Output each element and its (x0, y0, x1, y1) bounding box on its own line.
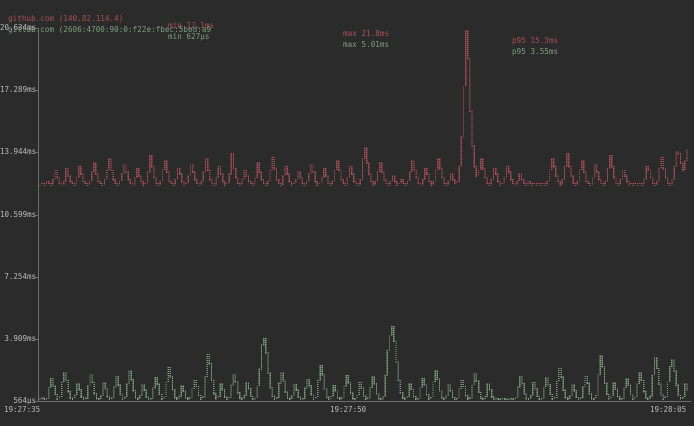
y-axis-tick-mark (35, 401, 39, 402)
host-summary-row: gitlab.com (2606:4700:90:0:f22e:fbec:5be… (0, 18, 694, 55)
y-axis-tick-mark (35, 338, 39, 340)
host-p95-github: p95 15.3ms (512, 36, 559, 45)
host-max-gitlab: max 5.01ms (343, 39, 390, 49)
host-label-github: github.com (140.82.114.4) (8, 13, 124, 23)
latency-plot-area (38, 30, 691, 400)
x-axis-tick-label: 19:28:05 (650, 405, 687, 414)
y-axis-tick-label: 7.254ms (4, 271, 36, 281)
y-axis-tick-mark (35, 90, 39, 92)
y-axis-tick-mark (35, 152, 39, 154)
host-max-github: max 21.8ms (343, 28, 390, 38)
y-axis-tick-mark (35, 214, 39, 216)
y-axis-tick-label: 564µs (13, 396, 36, 405)
y-axis-tick-label: 3.909ms (4, 333, 36, 343)
y-axis-tick-label: 17.289ms (0, 85, 37, 95)
series-github (39, 30, 688, 187)
host-label-gitlab: gitlab.com (2606:4700:90:0:f22e:fbec:5be… (8, 24, 212, 34)
series-gitlab (39, 325, 688, 400)
y-axis-tick-label: 20.634ms (0, 23, 37, 32)
y-axis-tick-mark (35, 276, 39, 278)
x-axis-tick-label: 19:27:50 (330, 405, 367, 414)
host-min-github: min 12.1ms (168, 21, 215, 30)
x-axis-tick-label: 19:27:35 (4, 405, 41, 414)
x-axis-line (38, 401, 691, 402)
host-summary-row: github.com (140.82.114.4) min 12.1ms max… (0, 7, 694, 44)
host-summary-header: github.com (140.82.114.4) min 12.1ms max… (0, 0, 694, 55)
y-axis-tick-label: 10.599ms (0, 209, 37, 219)
latency-series-canvas (39, 30, 688, 400)
host-p95-gitlab: p95 3.55ms (512, 47, 559, 56)
y-axis-tick-label: 13.944ms (0, 147, 37, 157)
host-min-gitlab: min 627µs (168, 32, 210, 41)
y-axis-tick-mark (35, 28, 39, 29)
